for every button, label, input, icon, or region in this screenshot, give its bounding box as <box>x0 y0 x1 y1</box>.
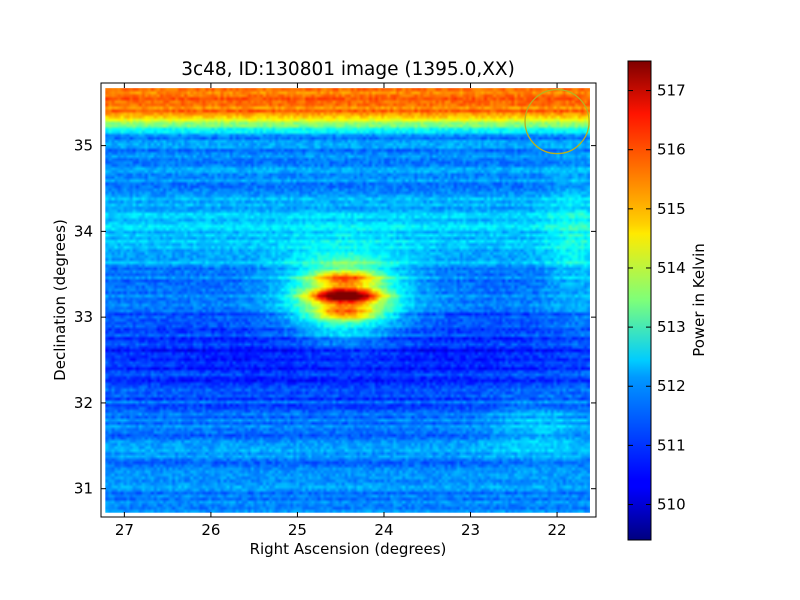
colorbar-ticks: 510 511 512 513 514 515 516 517 <box>628 82 686 514</box>
x-tick-label: 27 <box>115 521 134 539</box>
x-tick-label: 24 <box>374 521 393 539</box>
colorbar-tick-label: 513 <box>657 318 686 336</box>
x-tick-label: 25 <box>288 521 307 539</box>
y-axis-ticks: 31 32 33 34 35 <box>74 137 596 498</box>
colorbar-tick-label: 515 <box>657 200 686 218</box>
y-axis-label: Declination (degrees) <box>51 219 69 381</box>
colorbar <box>627 60 652 541</box>
x-tick-label: 22 <box>548 521 567 539</box>
colorbar-tick-label: 510 <box>657 496 686 514</box>
y-tick-label: 32 <box>74 394 93 412</box>
colorbar-tick-label: 516 <box>657 141 686 159</box>
colorbar-label: Power in Kelvin <box>690 243 708 357</box>
chart-title: 3c48, ID:130801 image (1395.0,XX) <box>181 59 515 80</box>
colorbar-tick-label: 514 <box>657 259 686 277</box>
heatmap-image <box>105 88 590 513</box>
x-tick-label: 23 <box>461 521 480 539</box>
colorbar-tick-label: 511 <box>657 436 686 454</box>
x-axis-label: Right Ascension (degrees) <box>250 540 447 558</box>
plot-area <box>101 83 596 517</box>
colorbar-tick-label: 517 <box>657 82 686 100</box>
annotation-circle <box>524 88 590 155</box>
y-tick-label: 35 <box>74 137 93 155</box>
x-tick-label: 26 <box>201 521 220 539</box>
colorbar-tick-label: 512 <box>657 377 686 395</box>
x-axis-ticks: 27 26 25 24 23 22 <box>115 83 567 539</box>
y-tick-label: 31 <box>74 480 93 498</box>
y-tick-label: 33 <box>74 308 93 326</box>
plot-frame <box>100 82 597 518</box>
y-tick-label: 34 <box>74 222 93 240</box>
